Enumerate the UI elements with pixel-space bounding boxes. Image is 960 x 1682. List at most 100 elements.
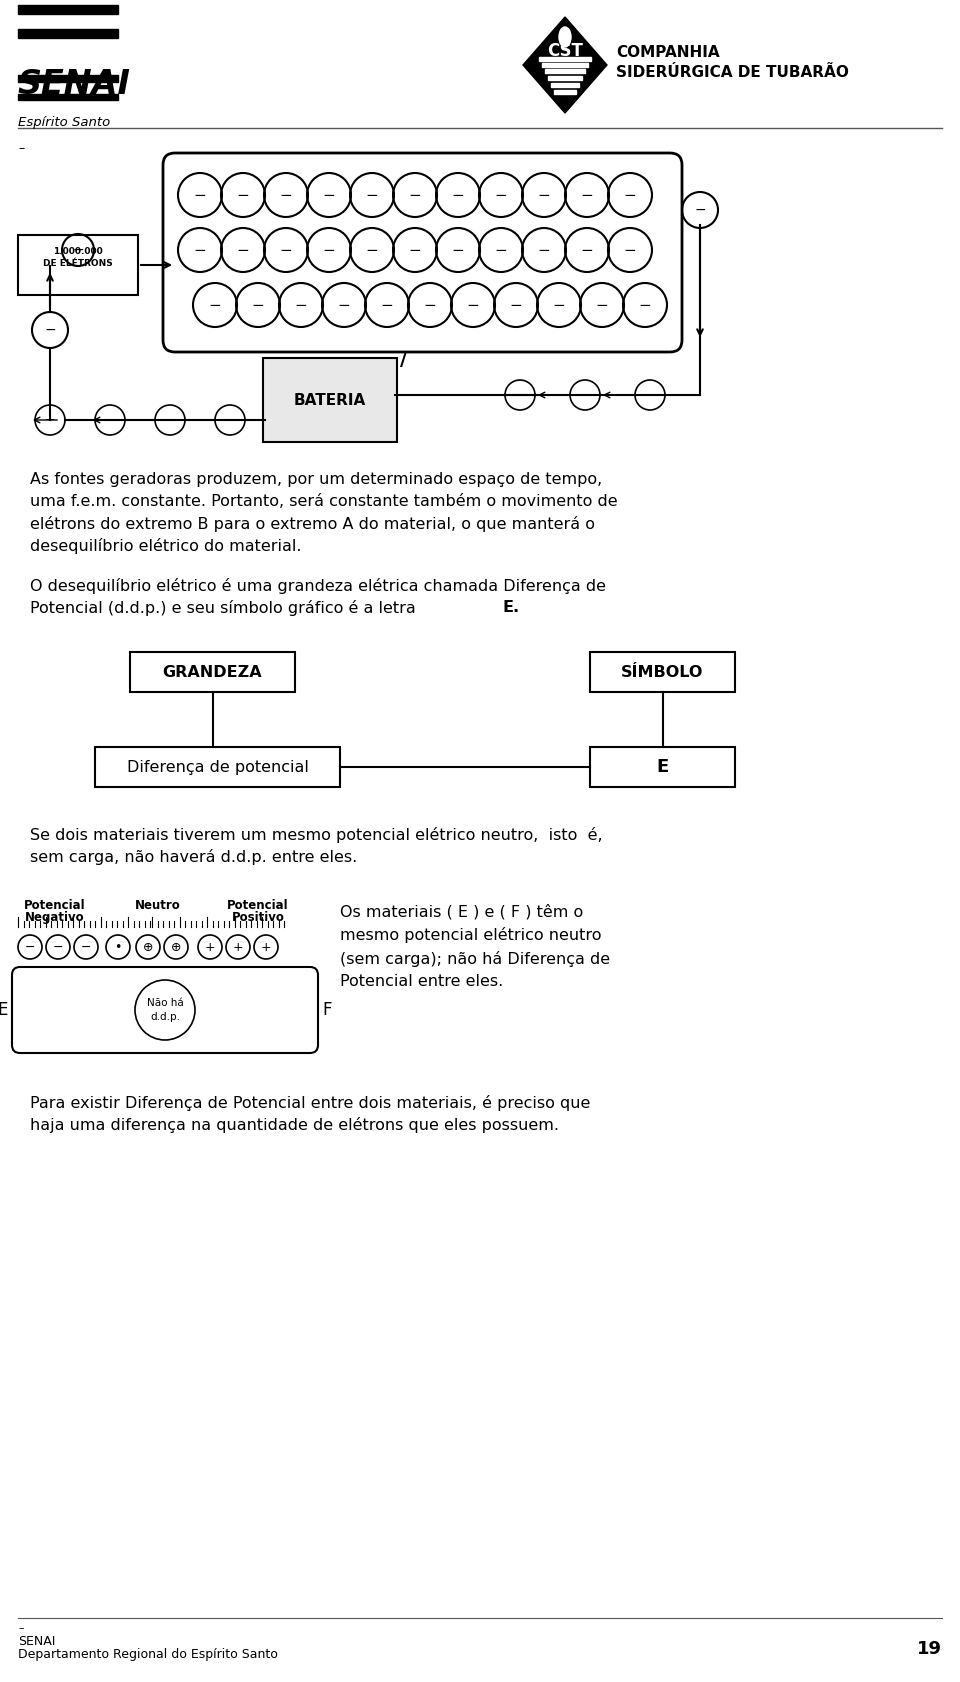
Text: −: −	[366, 187, 378, 202]
Text: Negativo: Negativo	[25, 912, 84, 923]
FancyBboxPatch shape	[263, 358, 397, 442]
Text: Departamento Regional do Espírito Santo: Departamento Regional do Espírito Santo	[18, 1648, 277, 1662]
Text: O desequilíbrio elétrico é uma grandeza elétrica chamada Diferença de: O desequilíbrio elétrico é uma grandeza …	[30, 579, 606, 594]
Text: −: −	[538, 242, 550, 257]
Bar	[554, 89, 576, 94]
Text: −: −	[323, 187, 335, 202]
Text: −: −	[380, 298, 394, 313]
Text: −: −	[645, 389, 656, 402]
Text: Neutro: Neutro	[135, 898, 180, 912]
Text: −: −	[208, 298, 222, 313]
Bar	[590, 653, 735, 691]
Bar	[18, 5, 118, 13]
Text: –: –	[18, 1623, 24, 1633]
Bar	[95, 747, 340, 787]
Text: ⊕: ⊕	[143, 940, 154, 954]
Text: −: −	[252, 298, 264, 313]
Text: −: −	[279, 242, 293, 257]
Text: SÍMBOLO: SÍMBOLO	[621, 664, 704, 680]
Text: CST: CST	[547, 42, 583, 61]
Text: −: −	[515, 389, 525, 402]
Text: sem carga, não haverá d.d.p. entre eles.: sem carga, não haverá d.d.p. entre eles.	[30, 849, 357, 865]
Text: ⊕: ⊕	[171, 940, 181, 954]
Text: 19: 19	[917, 1640, 942, 1658]
Text: /: /	[400, 350, 407, 368]
Text: Os materiais ( E ) e ( F ) têm o
mesmo potencial elétrico neutro
(sem carga); nã: Os materiais ( E ) e ( F ) têm o mesmo p…	[340, 903, 611, 989]
Text: −: −	[451, 187, 465, 202]
Text: Potencial (d.d.p.) e seu símbolo gráfico é a letra: Potencial (d.d.p.) e seu símbolo gráfico…	[30, 600, 420, 616]
Text: As fontes geradoras produzem, por um determinado espaço de tempo,: As fontes geradoras produzem, por um det…	[30, 473, 602, 488]
Text: uma f.e.m. constante. Portanto, será constante também o movimento de: uma f.e.m. constante. Portanto, será con…	[30, 495, 617, 510]
Text: –: –	[18, 141, 24, 155]
Text: Positivo: Positivo	[231, 912, 284, 923]
Text: −: −	[165, 414, 176, 427]
Bar	[551, 82, 579, 87]
Text: SENAI: SENAI	[18, 67, 131, 101]
Text: −: −	[595, 298, 609, 313]
Bar	[18, 94, 118, 99]
Ellipse shape	[559, 27, 571, 47]
Text: SENAI: SENAI	[18, 1635, 56, 1648]
Text: desequilíbrio elétrico do material.: desequilíbrio elétrico do material.	[30, 538, 301, 553]
Text: +: +	[232, 940, 243, 954]
Text: DE ELÉTRONS: DE ELÉTRONS	[43, 259, 113, 267]
Text: Para existir Diferença de Potencial entre dois materiais, é preciso que: Para existir Diferença de Potencial entr…	[30, 1095, 590, 1112]
Text: −: −	[624, 187, 636, 202]
Text: −: −	[338, 298, 350, 313]
Text: −: −	[25, 940, 36, 954]
Text: −: −	[45, 414, 56, 427]
Text: +: +	[261, 940, 272, 954]
Text: −: −	[194, 242, 206, 257]
Text: −: −	[53, 940, 63, 954]
Text: −: −	[409, 187, 421, 202]
Text: −: −	[44, 323, 56, 336]
Text: −: −	[409, 242, 421, 257]
Text: −: −	[580, 389, 590, 402]
Text: −: −	[236, 187, 250, 202]
Text: −: −	[72, 242, 84, 257]
Bar	[590, 747, 735, 787]
Text: Não há: Não há	[147, 997, 183, 1008]
Text: −: −	[279, 187, 293, 202]
Polygon shape	[523, 17, 607, 113]
Text: −: −	[423, 298, 437, 313]
Bar	[18, 235, 138, 294]
Text: d.d.p.: d.d.p.	[150, 1013, 180, 1023]
Bar	[18, 76, 118, 82]
Text: Espírito Santo: Espírito Santo	[18, 116, 110, 130]
Text: BATERIA: BATERIA	[294, 392, 366, 407]
Text: −: −	[638, 298, 652, 313]
Text: SIDERÚRGICA DE TUBARÃO: SIDERÚRGICA DE TUBARÃO	[616, 66, 849, 81]
Text: E.: E.	[502, 600, 519, 616]
Bar	[539, 57, 591, 61]
Text: GRANDEZA: GRANDEZA	[162, 664, 262, 680]
Bar	[545, 69, 585, 72]
Text: F: F	[322, 1001, 331, 1019]
Text: −: −	[538, 187, 550, 202]
Text: Se dois materiais tiverem um mesmo potencial elétrico neutro,  isto  é,: Se dois materiais tiverem um mesmo poten…	[30, 828, 603, 843]
Text: −: −	[581, 187, 593, 202]
Text: elétrons do extremo B para o extremo A do material, o que manterá o: elétrons do extremo B para o extremo A d…	[30, 516, 595, 532]
Text: COMPANHIA: COMPANHIA	[616, 45, 720, 61]
Bar	[18, 29, 118, 39]
Text: −: −	[194, 187, 206, 202]
Bar	[548, 76, 582, 81]
Text: −: −	[225, 414, 235, 427]
Text: −: −	[494, 242, 508, 257]
Text: −: −	[624, 242, 636, 257]
Text: 1.000.000: 1.000.000	[53, 247, 103, 256]
Text: −: −	[81, 940, 91, 954]
Text: −: −	[494, 187, 508, 202]
Text: •: •	[114, 940, 122, 954]
Text: −: −	[510, 298, 522, 313]
Text: −: −	[451, 242, 465, 257]
Bar	[130, 653, 295, 691]
Text: Diferença de potencial: Diferença de potencial	[127, 760, 308, 774]
Text: E: E	[657, 759, 668, 775]
Text: −: −	[467, 298, 479, 313]
Bar	[542, 62, 588, 67]
Text: −: −	[366, 242, 378, 257]
Text: Potencial: Potencial	[24, 898, 85, 912]
Text: −: −	[581, 242, 593, 257]
Text: +: +	[204, 940, 215, 954]
